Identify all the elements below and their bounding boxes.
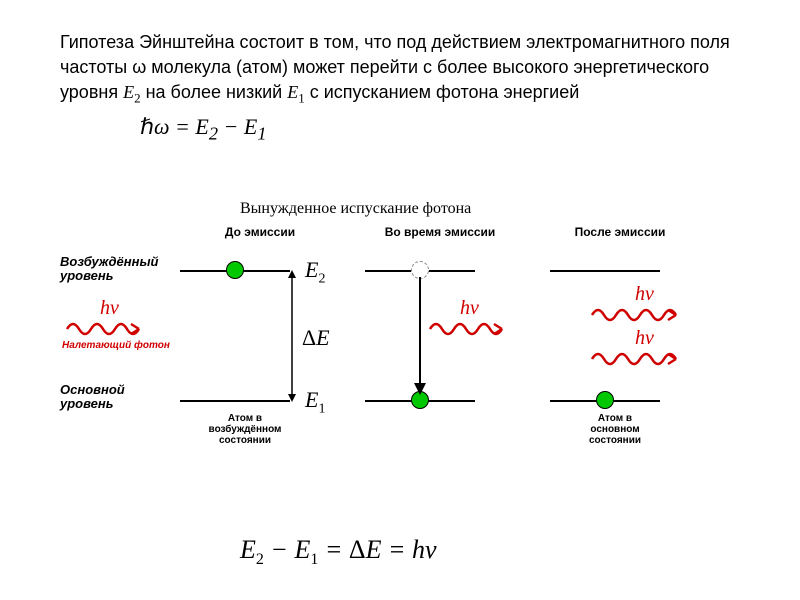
photon-wave-out-1 [590,305,685,325]
e2-label: E2 [305,257,325,287]
e1-label: E1 [305,387,325,417]
delta-e-label: ΔE [302,325,330,351]
emission-diagram: До эмиссии Во время эмиссии После эмисси… [80,225,720,505]
caption-excited-atom: Атом ввозбуждённомсостоянии [195,413,295,446]
caption-ground-atom: Атом восновномсостоянии [570,413,660,446]
incoming-photon-label: Налетающий фотон [62,341,170,351]
bottom-equation: E2 − E1 = ΔE = hν [240,535,437,569]
hv-out-2: hν [635,327,654,350]
ground-level-label: Основнойуровень [60,383,140,412]
e2-inline: E2 [123,82,141,102]
col-header-before: До эмиссии [190,225,330,239]
transition-arrow [413,277,427,395]
hv-out-1: hν [635,283,654,306]
atom-ground-col3 [596,391,614,409]
level-e1-col1 [180,400,290,402]
diagram-title: Вынужденное испускание фотона [240,200,471,218]
text-part-3: с испусканием фотона энергией [310,82,580,102]
photon-wave-incoming [65,319,155,339]
text-part-2: на более низкий [146,82,288,102]
energy-formula: ℏω = E2 − E1 [140,114,266,139]
intro-paragraph: Гипотеза Эйнштейна состоит в том, что по… [60,30,740,143]
hv-during: hν [460,297,479,320]
e1-inline: E1 [287,82,305,102]
hv-incoming: hν [100,297,119,320]
col-header-after: После эмиссии [550,225,690,239]
atom-excited-col1 [226,261,244,279]
delta-e-arrow [285,270,299,402]
excited-level-label: Возбуждённыйуровень [60,255,170,284]
col-header-during: Во время эмиссии [370,225,510,239]
level-e2-col3 [550,270,660,272]
photon-wave-during [428,319,518,339]
photon-wave-out-2 [590,349,685,369]
